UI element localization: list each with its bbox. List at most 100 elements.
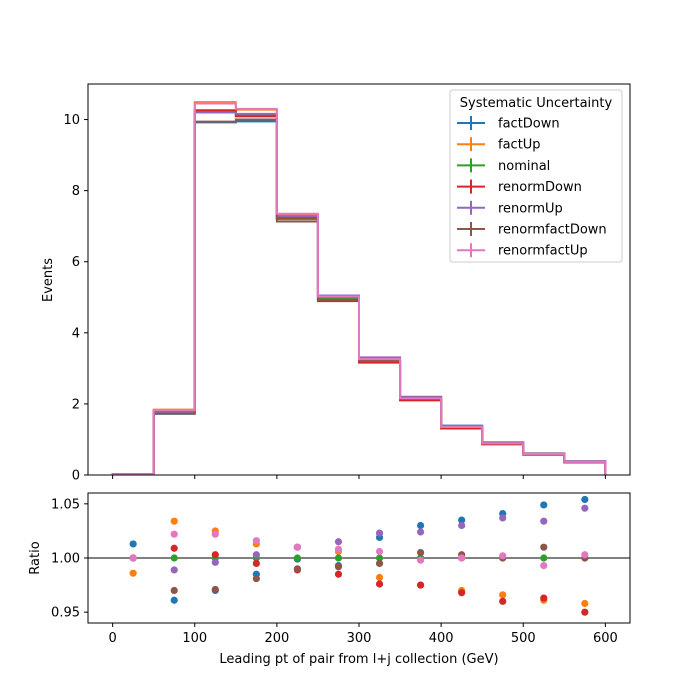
legend-entry-renormUp: renormUp (457, 200, 563, 216)
ratio-point (416, 556, 425, 564)
legend-label: nominal (498, 159, 550, 174)
legend-entry-nominal: nominal (457, 158, 550, 174)
main-y-tick-label: 4 (72, 326, 80, 341)
ratio-point (581, 608, 589, 616)
ratio-point (293, 565, 302, 573)
ratio-point (540, 594, 548, 602)
ratio-point (170, 517, 178, 525)
ratio-point (211, 530, 219, 538)
legend-label: renormUp (498, 201, 563, 216)
ratio-point (170, 586, 178, 595)
legend: Systematic Uncertainty factDown factUp nom… (449, 89, 623, 263)
ratio-x-tick-label: 500 (511, 631, 536, 646)
ratio-point (540, 517, 548, 525)
ratio-x-tick-label: 600 (593, 631, 618, 646)
ratio-series-renormfactUp (129, 530, 589, 570)
ratio-point (375, 547, 384, 556)
legend-entry-renormDown: renormDown (457, 179, 582, 195)
legend-entry-renormfactDown: renormfactDown (457, 222, 607, 238)
legend-entries: factDown factUp nominal renormDown renormUp r… (457, 116, 607, 259)
ratio-point (293, 554, 302, 562)
ratio-point (540, 501, 548, 509)
ratio-point (458, 589, 466, 597)
ratio-point (252, 537, 260, 545)
ratio-point (334, 538, 343, 546)
ratio-point (170, 566, 178, 574)
ratio-point (170, 544, 178, 552)
ratio-y-tick-label: 1.00 (51, 552, 80, 567)
legend-label: renormDown (498, 180, 582, 195)
ratio-point (334, 554, 343, 562)
legend-title: Systematic Uncertainty (460, 96, 613, 111)
legend-entry-factDown: factDown (457, 116, 560, 132)
ratio-point (170, 554, 178, 562)
ratio-y-tick-label: 0.95 (51, 606, 80, 621)
ratio-point (458, 554, 466, 562)
ratio-point (252, 551, 260, 559)
main-x-ticks (112, 475, 606, 479)
ratio-point (211, 551, 219, 559)
ratio-point (375, 559, 384, 568)
ratio-point (458, 521, 466, 530)
ratio-point (211, 585, 219, 594)
ratio-series-group (129, 495, 589, 616)
ratio-point (129, 569, 137, 577)
legend-label: factUp (498, 138, 541, 153)
ratio-point (129, 540, 137, 548)
ratio-x-tick-label: 0 (108, 631, 116, 646)
x-axis-title: Leading pt of pair from l+j collection (… (219, 652, 498, 667)
main-y-ticks: 0 2 4 6 8 10 (63, 113, 88, 484)
main-y-tick-label: 10 (63, 113, 80, 128)
ratio-x-tick-label: 200 (264, 631, 289, 646)
ratio-point (581, 599, 589, 608)
ratio-point (581, 495, 589, 504)
ratio-point (416, 528, 425, 536)
ratio-point (252, 559, 260, 568)
main-panel: 0 2 4 6 8 10 Events Systematic Uncertainty fa… (41, 83, 631, 484)
ratio-x-ticks: 0 100 200 300 400 500 600 (108, 623, 618, 646)
ratio-point (458, 516, 466, 524)
ratio-point (334, 570, 343, 578)
ratio-point (334, 563, 343, 571)
ratio-point (540, 543, 548, 551)
main-y-tick-label: 6 (72, 255, 80, 270)
ratio-point (375, 554, 384, 562)
ratio-y-tick-label: 1.05 (51, 497, 80, 512)
legend-label: renormfactDown (498, 223, 607, 238)
ratio-point (334, 545, 343, 553)
ratio-point (499, 552, 507, 560)
ratio-point (416, 581, 425, 589)
ratio-x-tick-label: 300 (347, 631, 372, 646)
ratio-point (211, 558, 219, 566)
ratio-x-tick-label: 400 (429, 631, 454, 646)
ratio-point (170, 596, 178, 604)
series-line-renormfactUp (111, 102, 607, 476)
main-y-tick-label: 2 (72, 397, 80, 412)
ratio-point (129, 554, 137, 562)
ratio-y-ticks: 0.95 1.00 1.05 (51, 497, 88, 621)
ratio-point (499, 591, 507, 599)
ratio-point (375, 529, 384, 537)
main-y-axis-title: Events (41, 258, 56, 302)
ratio-point (416, 521, 425, 530)
ratio-point (499, 514, 507, 522)
main-series-group (111, 101, 607, 476)
ratio-x-tick-label: 100 (182, 631, 207, 646)
legend-entry-renormfactUp: renormfactUp (457, 243, 588, 259)
legend-label: factDown (498, 117, 560, 132)
legend-label: renormfactUp (498, 244, 588, 259)
ratio-point (581, 504, 589, 512)
ratio-point (416, 548, 425, 557)
ratio-point (170, 530, 178, 538)
ratio-point (252, 574, 260, 583)
ratio-point (375, 580, 384, 588)
legend-entry-factUp: factUp (457, 137, 541, 153)
ratio-point (540, 561, 548, 570)
ratio-point (540, 554, 548, 562)
ratio-point (375, 573, 384, 582)
ratio-point (499, 597, 507, 605)
ratio-point (293, 543, 302, 551)
ratio-y-axis-title: Ratio (28, 541, 43, 574)
legend-frame (449, 89, 623, 263)
